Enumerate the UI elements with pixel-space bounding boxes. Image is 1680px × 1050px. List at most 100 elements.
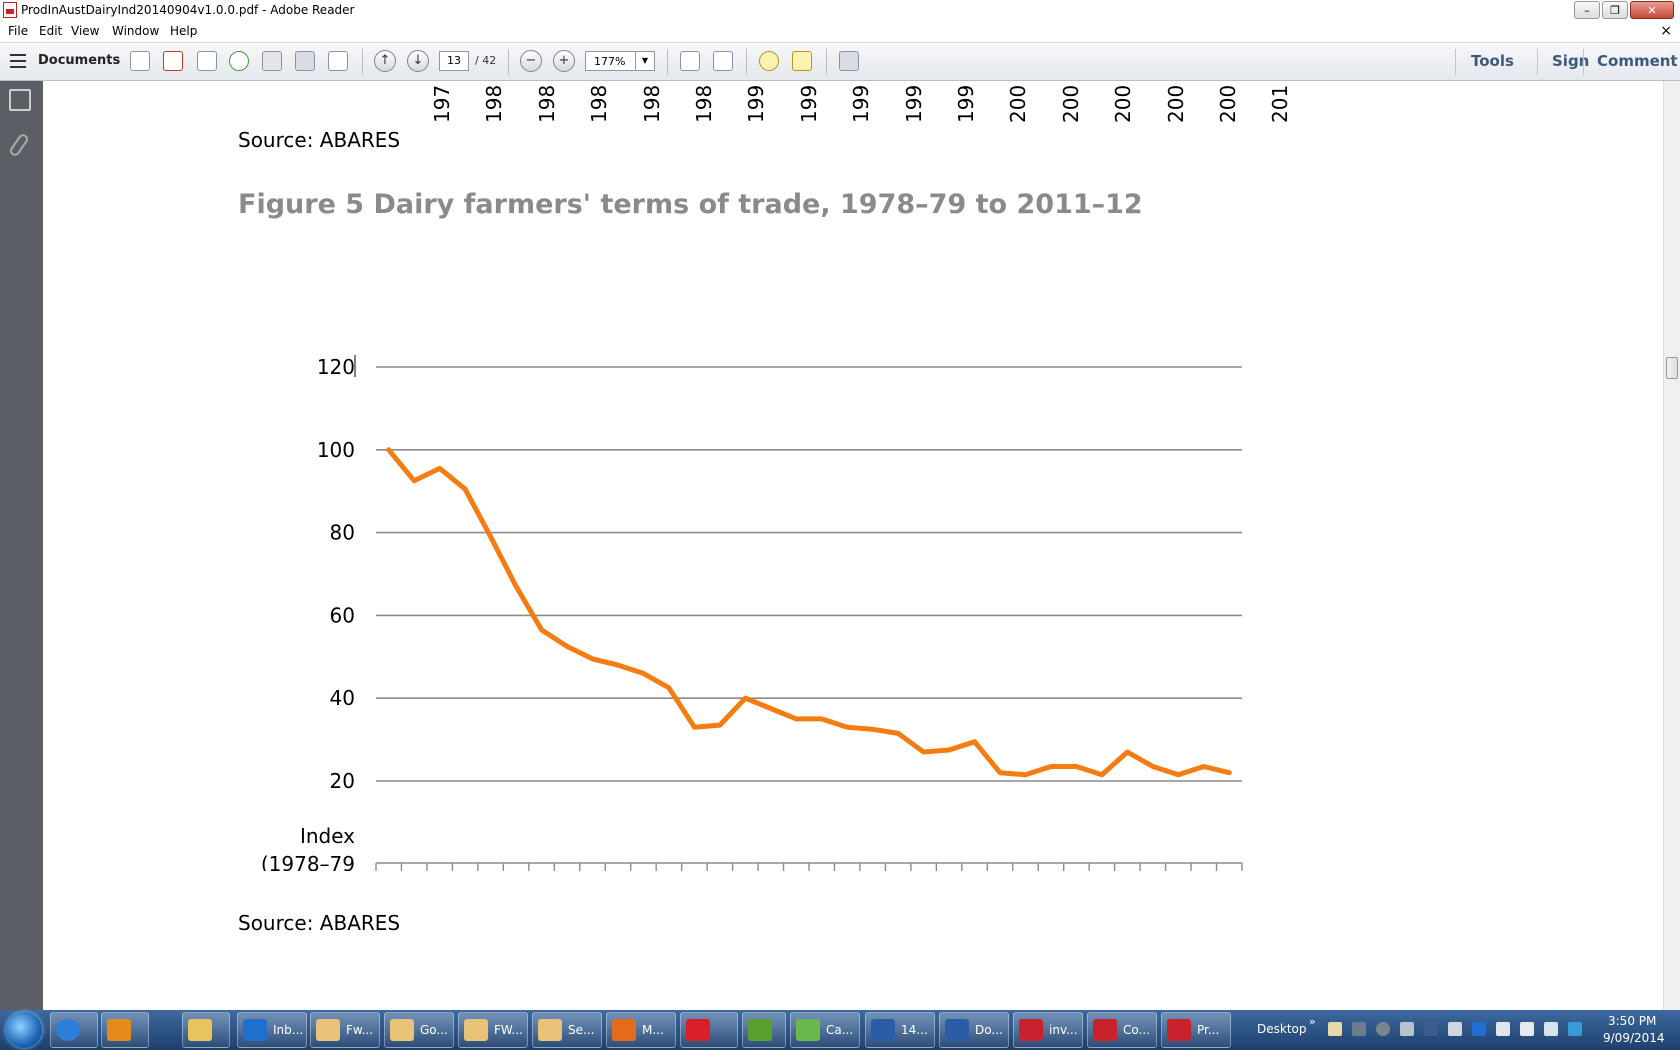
taskbar-button[interactable]: Co...	[1087, 1012, 1157, 1048]
previous-chart-tick-label: 200	[1216, 85, 1238, 123]
y-tick-label: 120	[317, 355, 355, 379]
volume-icon[interactable]	[1496, 1022, 1510, 1036]
zoom-in-button[interactable]: +	[553, 50, 575, 72]
zoom-out-button[interactable]: −	[520, 50, 542, 72]
tray-app-icon[interactable]	[1400, 1022, 1414, 1036]
comment-link[interactable]: Comment	[1597, 52, 1678, 70]
y-axis-ticks: 120 100 80 60 40 20	[317, 355, 356, 793]
previous-chart-tick-label: 199	[849, 85, 872, 123]
sign-link[interactable]: Sign	[1552, 52, 1590, 70]
mail-icon	[464, 1019, 488, 1041]
taskbar-button[interactable]: Ca...	[790, 1012, 860, 1048]
hamburger-menu-icon[interactable]	[10, 54, 26, 68]
file-explorer-pin[interactable]	[182, 1012, 230, 1048]
taskbar-button[interactable]: 14...	[865, 1012, 935, 1048]
gridlines	[376, 366, 1242, 782]
page-number-input[interactable]: 13	[439, 51, 469, 71]
clock-date[interactable]: 9/09/2014	[1603, 1031, 1665, 1045]
taskbar-button[interactable]: Se...	[532, 1012, 602, 1048]
previous-chart-tick-label: 200	[1111, 85, 1134, 123]
data-point	[819, 716, 824, 722]
tray-monitor-icon[interactable]	[1424, 1022, 1438, 1036]
flag-icon[interactable]	[1520, 1022, 1534, 1036]
desktop-toolbar-label[interactable]: Desktop	[1257, 1022, 1307, 1036]
save-icon[interactable]	[262, 51, 282, 71]
scrollbar-thumb[interactable]	[1666, 357, 1678, 379]
media-player-pin[interactable]	[101, 1012, 149, 1048]
fullscreen-icon[interactable]	[839, 51, 859, 71]
previous-chart-tick-label: 198	[639, 85, 662, 123]
print-icon[interactable]	[295, 51, 315, 71]
toolbar-divider	[362, 49, 363, 75]
toolbar-divider	[508, 49, 509, 75]
vertical-scrollbar[interactable]	[1663, 81, 1680, 1010]
clock-time[interactable]: 3:50 PM	[1608, 1014, 1657, 1028]
fit-page-icon[interactable]	[680, 51, 700, 71]
chevron-right-icon[interactable]: »	[1309, 1015, 1316, 1028]
network-icon[interactable]	[1544, 1022, 1558, 1036]
previous-page-button[interactable]: ↑	[374, 50, 396, 72]
menu-window[interactable]: Window	[112, 24, 160, 38]
tools-link[interactable]: Tools	[1471, 52, 1514, 70]
fit-width-icon[interactable]	[713, 51, 733, 71]
internet-explorer-pin[interactable]	[50, 1012, 98, 1048]
zoom-select[interactable]: 177% ▼	[585, 51, 655, 71]
toolbar-divider	[1583, 49, 1584, 75]
create-pdf-icon[interactable]	[130, 51, 150, 71]
taskbar-button[interactable]: Pr...	[1161, 1012, 1231, 1048]
menu-file[interactable]: File	[8, 24, 29, 38]
data-point	[1074, 764, 1079, 769]
data-point	[462, 486, 468, 492]
export-pdf-icon[interactable]	[163, 51, 183, 71]
close-document-button[interactable]: ×	[1660, 23, 1672, 39]
tray-outlook-icon[interactable]	[1472, 1022, 1486, 1036]
taskbar-button-label: Co...	[1123, 1023, 1150, 1037]
minimize-button[interactable]: –	[1574, 1, 1600, 19]
edit-pdf-icon[interactable]	[197, 51, 217, 71]
taskbar-button[interactable]: Do...	[939, 1012, 1009, 1048]
media-player-icon	[107, 1019, 131, 1041]
email-icon[interactable]	[328, 51, 348, 71]
terms-of-trade-chart: 120 100 80 60 40 20 1978–791980–811982–831984…	[261, 355, 1243, 871]
menu-view[interactable]: View	[71, 24, 100, 38]
tray-usb-icon[interactable]	[1448, 1022, 1462, 1036]
tray-mail-icon[interactable]	[1328, 1022, 1342, 1036]
page-thumbnails-icon[interactable]	[9, 89, 31, 111]
restore-button[interactable]: ❐	[1602, 1, 1628, 19]
tray-security-icon[interactable]	[1352, 1022, 1366, 1036]
series	[386, 447, 1232, 778]
previous-chart-tick-label: 198	[534, 85, 557, 123]
next-page-button[interactable]: ↓	[407, 50, 429, 72]
taskbar-button[interactable]	[680, 1012, 738, 1048]
data-point	[845, 725, 850, 730]
menu-edit[interactable]: Edit	[39, 24, 63, 38]
data-point	[1176, 772, 1181, 777]
taskbar-button[interactable]	[742, 1012, 786, 1048]
dropbox-icon[interactable]	[1568, 1022, 1582, 1036]
data-point	[1125, 749, 1130, 755]
documents-button[interactable]: Documents	[38, 53, 121, 68]
taskbar-button[interactable]: inv...	[1013, 1012, 1083, 1048]
start-button[interactable]	[6, 1012, 42, 1048]
taskbar-button[interactable]: FW...	[458, 1012, 528, 1048]
data-point	[1150, 764, 1156, 769]
data-point	[488, 534, 493, 539]
data-point	[794, 716, 799, 722]
attachments-icon[interactable]	[8, 132, 30, 158]
taskbar-button-label: Ca...	[826, 1023, 854, 1037]
taskbar-button[interactable]: Fw...	[310, 1012, 380, 1048]
highlight-icon[interactable]	[792, 51, 812, 71]
taskbar-button[interactable]: Inb...	[237, 1012, 307, 1048]
data-point	[1048, 764, 1054, 769]
upload-cloud-icon[interactable]	[229, 51, 249, 71]
toolbar-divider	[1537, 49, 1538, 75]
menu-help[interactable]: Help	[170, 24, 198, 38]
mail-icon	[538, 1019, 562, 1041]
chevron-down-icon[interactable]: ▼	[635, 52, 654, 70]
comment-bubble-icon[interactable]	[759, 51, 779, 71]
taskbar-button[interactable]: Go...	[384, 1012, 454, 1048]
data-point	[743, 696, 748, 701]
tray-sync-icon[interactable]	[1376, 1022, 1390, 1036]
close-window-button[interactable]: ✕	[1630, 1, 1674, 19]
taskbar-button[interactable]: M...	[606, 1012, 676, 1048]
